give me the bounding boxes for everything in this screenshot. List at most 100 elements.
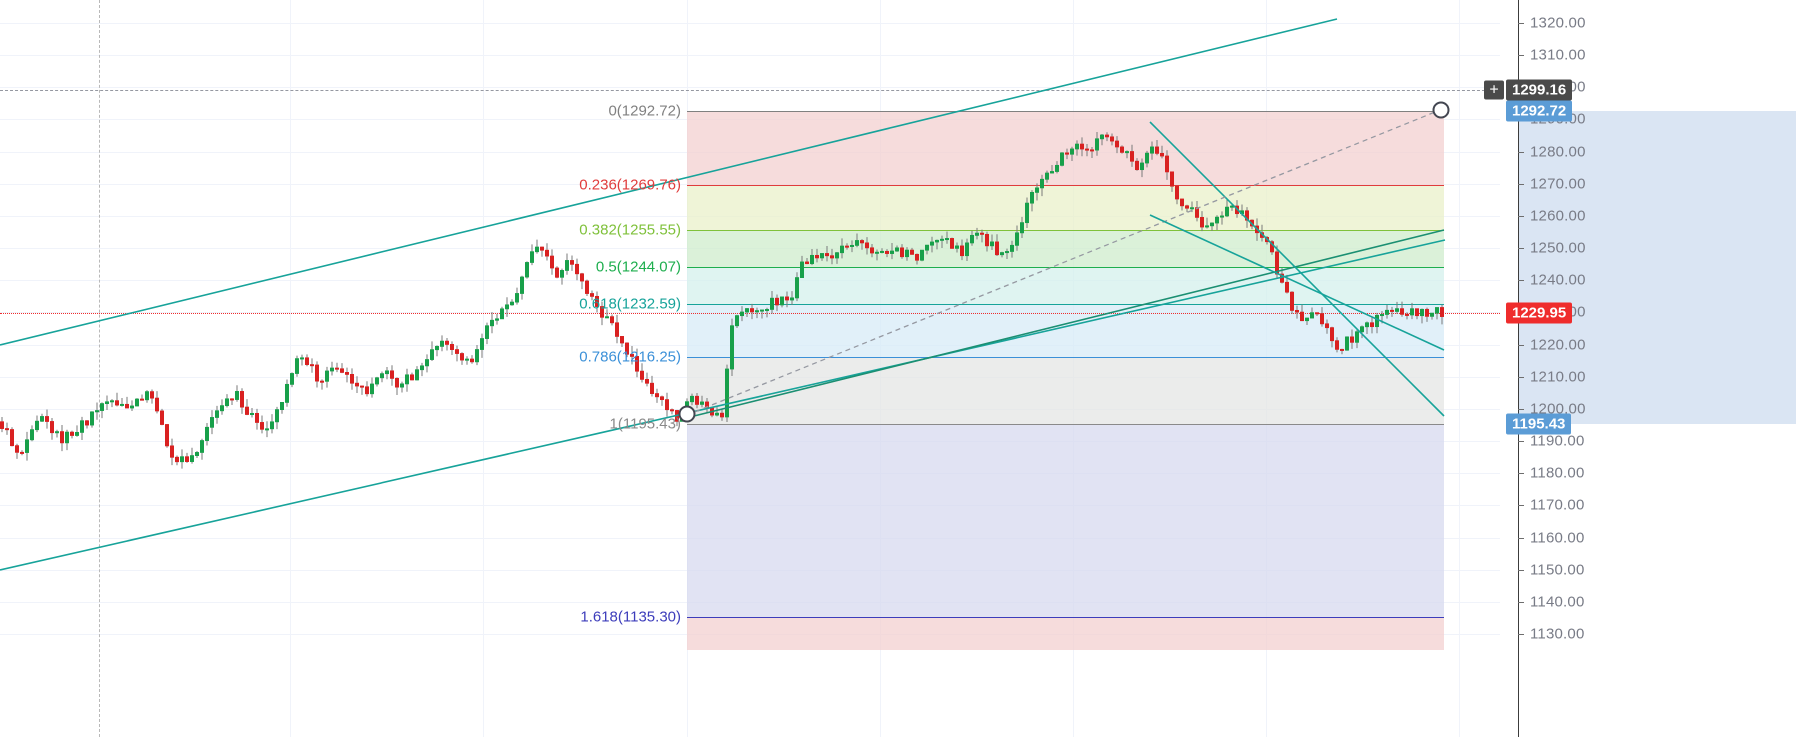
price-axis-tick bbox=[1518, 441, 1524, 443]
candle-up bbox=[204, 426, 209, 441]
trendline-falling-inner[interactable] bbox=[1149, 214, 1445, 351]
candle-down bbox=[239, 391, 244, 408]
fib-line-0.236[interactable] bbox=[687, 184, 1444, 186]
candle-down bbox=[555, 267, 560, 278]
fib-line-0.5[interactable] bbox=[687, 267, 1444, 269]
candle-down bbox=[1135, 160, 1140, 171]
candle-up bbox=[509, 301, 514, 306]
candle-down bbox=[1180, 198, 1185, 207]
candle-down bbox=[85, 420, 90, 426]
candle-down bbox=[125, 403, 130, 409]
price-axis-tick-label: 1170.00 bbox=[1530, 496, 1585, 514]
candle-down bbox=[1200, 216, 1205, 228]
trendline-channel-lower[interactable] bbox=[0, 239, 1446, 571]
candle-up bbox=[1140, 162, 1145, 171]
candle-down bbox=[1195, 207, 1200, 218]
candle-up bbox=[1010, 244, 1015, 252]
candle-up bbox=[605, 316, 610, 319]
candle-up bbox=[725, 368, 730, 418]
last-price-tag[interactable]: 1229.95 bbox=[1506, 302, 1573, 324]
price-axis-tick-label: 1180.00 bbox=[1530, 464, 1585, 482]
candle-up bbox=[1025, 202, 1030, 224]
candle-down bbox=[454, 349, 459, 354]
candle-down bbox=[139, 398, 144, 401]
candle-down bbox=[1415, 308, 1420, 317]
candle-down bbox=[409, 374, 414, 381]
candle-down bbox=[625, 342, 630, 355]
candle-up bbox=[35, 420, 40, 431]
candle-up bbox=[504, 304, 509, 310]
candle-up bbox=[65, 431, 70, 444]
trendline-layer[interactable] bbox=[0, 0, 1500, 737]
price-axis-tick bbox=[1518, 248, 1524, 250]
candle-down bbox=[1245, 210, 1250, 221]
candle-down bbox=[1330, 327, 1335, 342]
fib-label-0.236: 0.236(1269.76) bbox=[579, 176, 681, 194]
candle-down bbox=[469, 358, 474, 363]
candle-down bbox=[389, 370, 394, 379]
price-axis-tick bbox=[1518, 183, 1524, 185]
candle-up bbox=[105, 401, 110, 405]
candle-down bbox=[70, 431, 75, 436]
trendline-falling-resistance[interactable] bbox=[1149, 121, 1445, 417]
candle-down bbox=[1390, 309, 1395, 312]
candle-up bbox=[224, 398, 229, 407]
fib-line-0.618[interactable] bbox=[687, 304, 1444, 306]
candle-up bbox=[474, 349, 479, 363]
candle-up bbox=[780, 296, 785, 306]
candle-up bbox=[424, 359, 429, 367]
trendline-channel-upper[interactable] bbox=[0, 18, 1338, 346]
candle-down bbox=[1405, 313, 1410, 316]
fib-anchor-low-tag[interactable]: 1195.43 bbox=[1506, 413, 1572, 435]
candle-down bbox=[444, 340, 449, 345]
candle-up bbox=[374, 377, 379, 385]
candle-up bbox=[875, 251, 880, 254]
candle-up bbox=[935, 239, 940, 243]
price-axis[interactable]: 1320.001310.001300.001290.001280.001270.… bbox=[1484, 0, 1796, 737]
price-axis-tick-label: 1150.00 bbox=[1530, 561, 1585, 579]
fib-anchor-high-tag[interactable]: 1292.72 bbox=[1506, 100, 1573, 122]
candle-up bbox=[970, 234, 975, 244]
price-axis-tick-label: 1260.00 bbox=[1530, 207, 1586, 225]
fib-line-0.382[interactable] bbox=[687, 230, 1444, 232]
candle-down bbox=[0, 421, 4, 429]
trendline-fib-connector[interactable] bbox=[686, 109, 1441, 416]
fib-line-1[interactable] bbox=[687, 423, 1444, 425]
candle-up bbox=[1365, 322, 1370, 328]
price-axis-tick-label: 1250.00 bbox=[1530, 239, 1586, 257]
candle-up bbox=[755, 310, 760, 313]
candle-up bbox=[264, 428, 269, 431]
candle-up bbox=[975, 232, 980, 236]
candle-up bbox=[1005, 251, 1010, 254]
candle-down bbox=[540, 246, 545, 251]
candle-down bbox=[670, 409, 675, 412]
fib-label-0.618: 0.618(1232.59) bbox=[579, 295, 681, 313]
candle-up bbox=[289, 373, 294, 385]
candle-up bbox=[1035, 187, 1040, 193]
price-axis-tick-label: 1140.00 bbox=[1530, 593, 1585, 611]
fib-handle-low[interactable] bbox=[678, 405, 696, 423]
crosshair-price[interactable]: 1299.16 bbox=[1506, 79, 1573, 101]
fib-line-0.786[interactable] bbox=[687, 356, 1444, 358]
add-alert-button[interactable]: + bbox=[1484, 80, 1504, 100]
fib-line-0[interactable] bbox=[687, 110, 1444, 112]
fib-line-1.618[interactable] bbox=[687, 616, 1444, 618]
candle-down bbox=[229, 398, 234, 401]
candle-up bbox=[945, 238, 950, 241]
trendline-rising-support[interactable] bbox=[689, 229, 1445, 418]
candle-down bbox=[1170, 171, 1175, 187]
candle-up bbox=[209, 417, 214, 428]
candle-up bbox=[700, 401, 705, 405]
fib-handle-high[interactable] bbox=[1432, 101, 1450, 119]
candle-down bbox=[244, 406, 249, 415]
candle-down bbox=[825, 253, 830, 257]
chart-plot-area[interactable]: 0(1292.72) 0.236(1269.76) 0.382(1255.55) 0.… bbox=[0, 0, 1500, 737]
candle-down bbox=[650, 382, 655, 394]
candle-down bbox=[1295, 309, 1300, 313]
candle-down bbox=[1290, 291, 1295, 311]
grid-line-horizontal bbox=[0, 55, 1500, 57]
candle-down bbox=[1090, 149, 1095, 152]
candle-up bbox=[429, 349, 434, 360]
candle-down bbox=[805, 261, 810, 265]
candle-up bbox=[1150, 146, 1155, 154]
